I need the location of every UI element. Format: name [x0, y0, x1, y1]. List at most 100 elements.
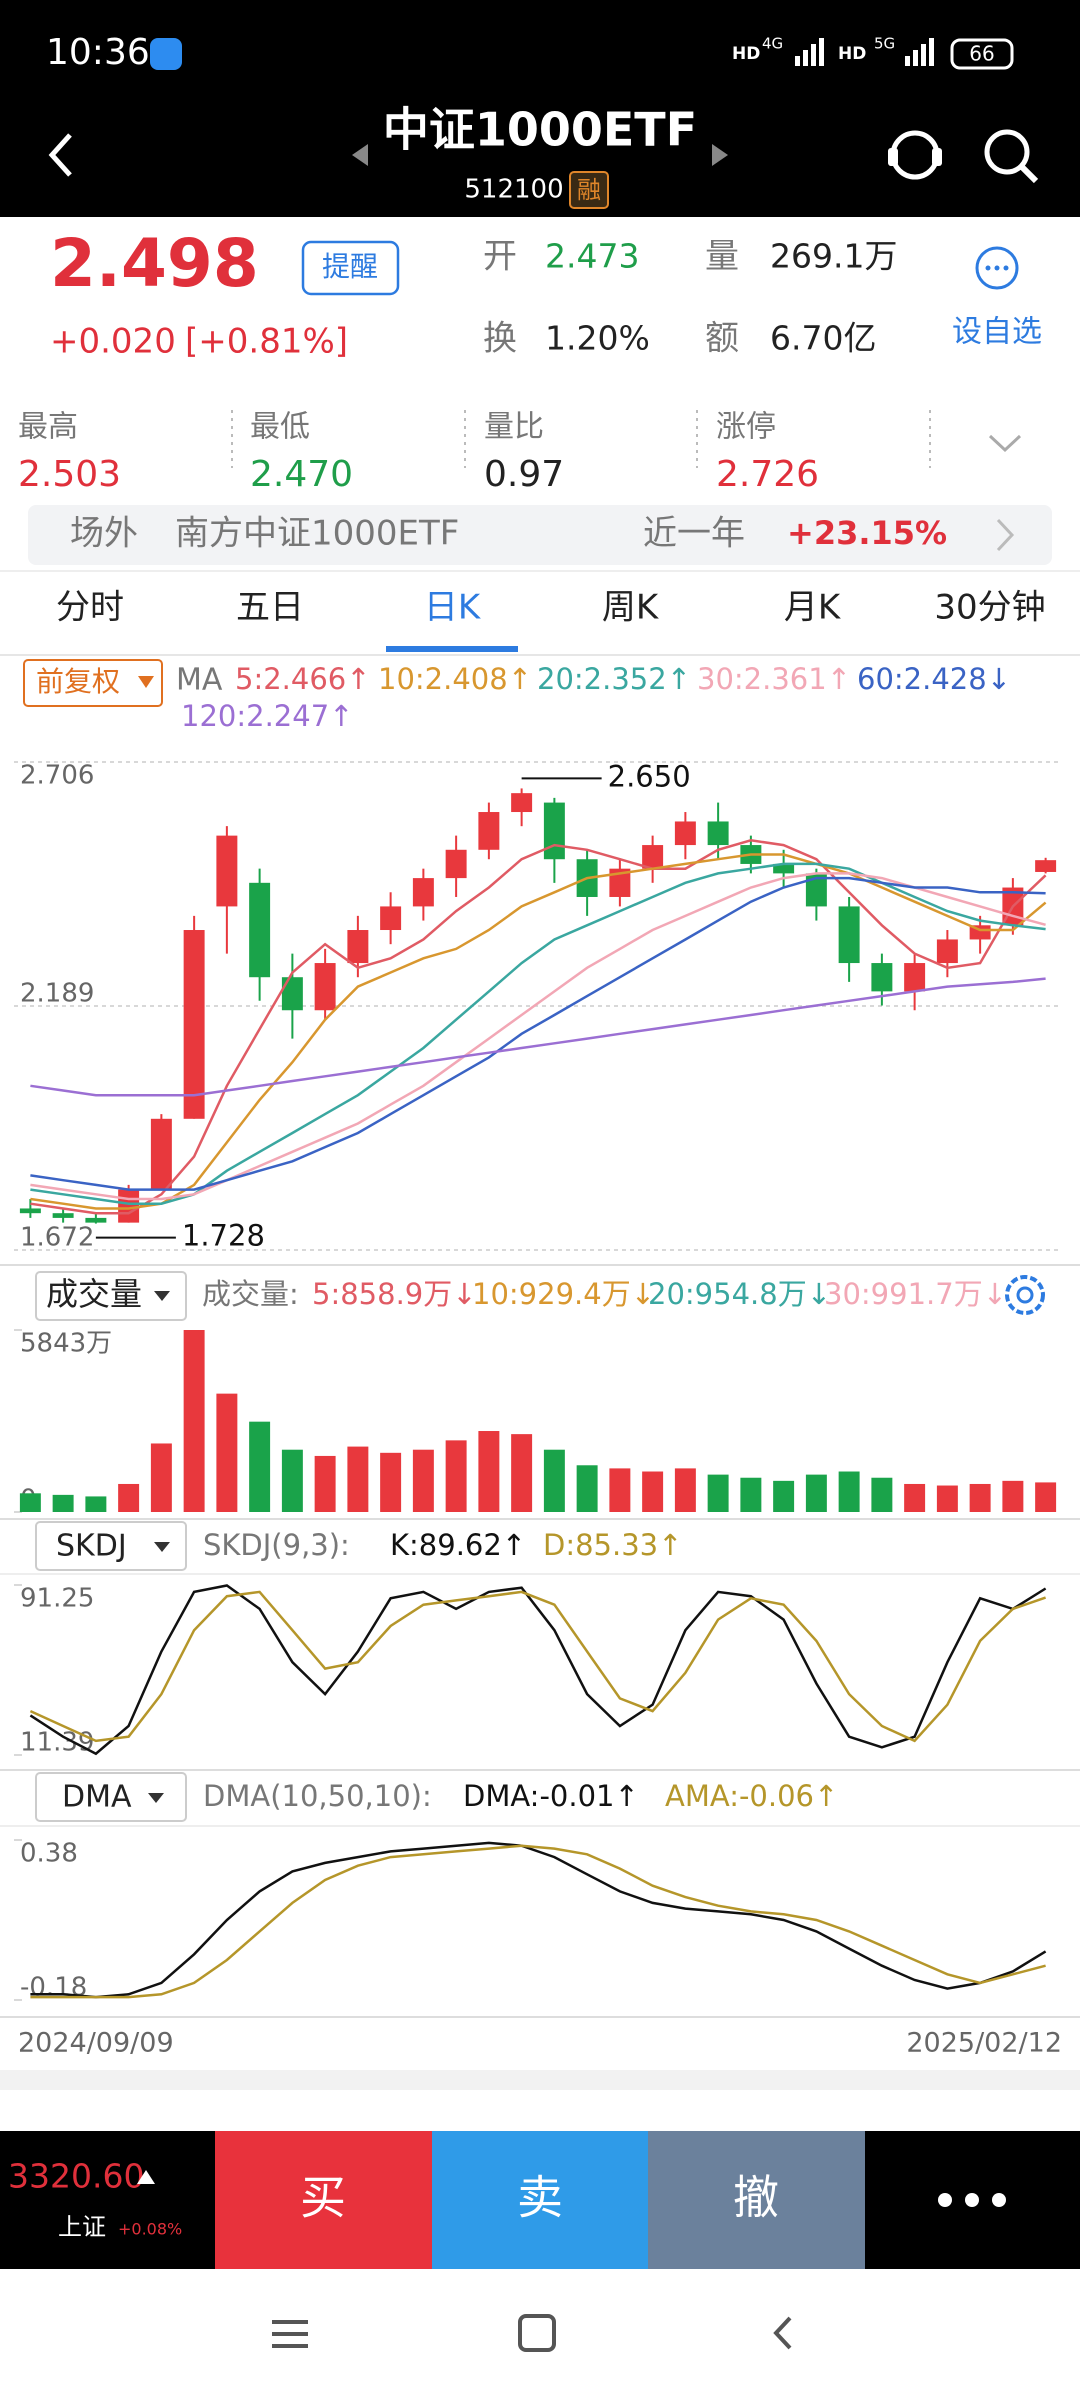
volume-bar — [445, 1440, 467, 1512]
volume-bar — [904, 1483, 926, 1512]
service-icon[interactable] — [888, 130, 942, 180]
settings-icon[interactable] — [1005, 1275, 1045, 1315]
stock-code: 512100 — [464, 175, 563, 205]
volume-bar — [543, 1449, 565, 1512]
series-line — [30, 977, 1046, 1097]
cancel-button[interactable] — [648, 2131, 865, 2269]
banner-arrow — [996, 518, 1015, 552]
alert-button[interactable] — [301, 240, 400, 296]
candle-body — [1035, 860, 1057, 872]
stat-separators — [231, 410, 931, 468]
tab[interactable]: 分时 — [56, 588, 124, 628]
candle-body — [445, 849, 467, 879]
volume-bar — [19, 1493, 41, 1512]
volume-selector[interactable] — [35, 1271, 187, 1321]
legend-item: 60:2.428↓ — [857, 662, 1011, 696]
stat-value: 2.503 — [18, 454, 121, 495]
selector-arrow — [154, 1542, 170, 1552]
tab[interactable]: 30分钟 — [934, 588, 1045, 628]
legend-item: 10:2.408↑ — [378, 662, 532, 696]
volume-value: 269.1万 — [770, 237, 897, 276]
adjust-button-text[interactable]: 前复权 — [36, 665, 120, 698]
nav-back[interactable] — [773, 2316, 792, 2350]
skdj-selector-text[interactable]: SKDJ — [56, 1529, 127, 1564]
skdj-prefix: SKDJ(9,3): — [203, 1528, 350, 1562]
stat-label: 涨停 — [716, 410, 776, 445]
spacer — [0, 2070, 1080, 2090]
legend-item: 20:954.8万↓ — [648, 1277, 831, 1311]
series-line — [30, 1844, 1046, 1999]
candle-body — [412, 878, 434, 907]
y-tick-label: 2.706 — [20, 761, 94, 791]
expand-button[interactable] — [988, 434, 1022, 453]
tab[interactable]: 周K — [602, 588, 660, 628]
volume-bar — [576, 1465, 598, 1512]
otc-banner[interactable] — [28, 505, 1052, 565]
volume-bar — [314, 1455, 336, 1512]
back-button[interactable] — [48, 133, 72, 177]
alert-button-text[interactable]: 提醒 — [322, 250, 378, 283]
volume-bar — [150, 1443, 172, 1512]
volume-bar — [412, 1449, 434, 1512]
volume-bar — [674, 1468, 696, 1512]
volume-bar — [773, 1480, 795, 1512]
buy-button[interactable] — [215, 2131, 432, 2269]
volume-bar — [85, 1496, 107, 1512]
nav-home[interactable] — [518, 2314, 556, 2352]
status-time: 10:36 — [46, 32, 150, 73]
skdj-selector[interactable] — [35, 1521, 187, 1571]
candle-body — [380, 906, 402, 931]
nav-menu[interactable] — [272, 2320, 308, 2348]
legend-item: D:85.33↑ — [543, 1528, 682, 1562]
candle-body — [85, 1217, 107, 1223]
volume-bar — [969, 1483, 991, 1512]
x-label: 2024/09/09 — [18, 2028, 174, 2059]
tab[interactable]: 五日 — [236, 588, 304, 628]
candle-body — [936, 939, 958, 964]
series-line — [29, 1590, 1047, 1743]
top-bar — [0, 0, 1080, 217]
prev-stock[interactable] — [352, 144, 368, 166]
watch-icon[interactable] — [975, 246, 1019, 290]
dma-selector[interactable] — [35, 1772, 187, 1822]
dma-selector-text[interactable]: DMA — [62, 1780, 132, 1815]
volume-selector-text[interactable]: 成交量 — [46, 1275, 142, 1313]
buy-text[interactable]: 买 — [300, 2171, 346, 2225]
stat-label: 最高 — [18, 410, 78, 445]
y-tick-label: 2.189 — [20, 979, 94, 1009]
watch-label[interactable]: 设自选 — [952, 315, 1042, 350]
volume-bar — [1002, 1480, 1024, 1512]
index-box[interactable] — [0, 2131, 215, 2269]
tab[interactable]: 月K — [784, 588, 842, 628]
legend-item: AMA:-0.06↑ — [665, 1779, 838, 1813]
volume-bar — [118, 1483, 140, 1512]
x-label: 2025/02/12 — [906, 2028, 1062, 2059]
signal-label: 5G — [874, 35, 895, 53]
search-icon[interactable] — [984, 129, 1039, 184]
adjust-button[interactable] — [23, 659, 163, 707]
candle-body — [52, 1213, 74, 1218]
y-tick-label: 91.25 — [20, 1584, 94, 1614]
legend-item: 30:991.7万↓ — [824, 1277, 1007, 1311]
candle-body — [281, 977, 303, 1011]
index-arrow — [137, 2170, 155, 2184]
series-line — [29, 1584, 1047, 1756]
volume-bar — [347, 1446, 369, 1512]
next-stock[interactable] — [712, 144, 728, 166]
cancel-text[interactable]: 撤 — [733, 2171, 779, 2225]
stat-label: 最低 — [250, 410, 310, 445]
volume-bar — [183, 1330, 205, 1512]
dma-prefix: DMA(10,50,10): — [203, 1779, 432, 1813]
candle-body — [871, 963, 893, 992]
candle-body — [183, 930, 205, 1119]
more-dots — [938, 2193, 1006, 2207]
tab[interactable]: 日K — [424, 588, 482, 628]
banner-tag: 场外 — [70, 514, 138, 554]
sell-button[interactable] — [432, 2131, 648, 2269]
candle-body — [249, 882, 271, 978]
volume-bar — [609, 1468, 631, 1512]
legend-item: 5:858.9万↓ — [312, 1277, 477, 1311]
sell-text[interactable]: 卖 — [517, 2171, 563, 2225]
legend-item: 30:2.361↑ — [697, 662, 851, 696]
volume-bar — [52, 1494, 74, 1512]
